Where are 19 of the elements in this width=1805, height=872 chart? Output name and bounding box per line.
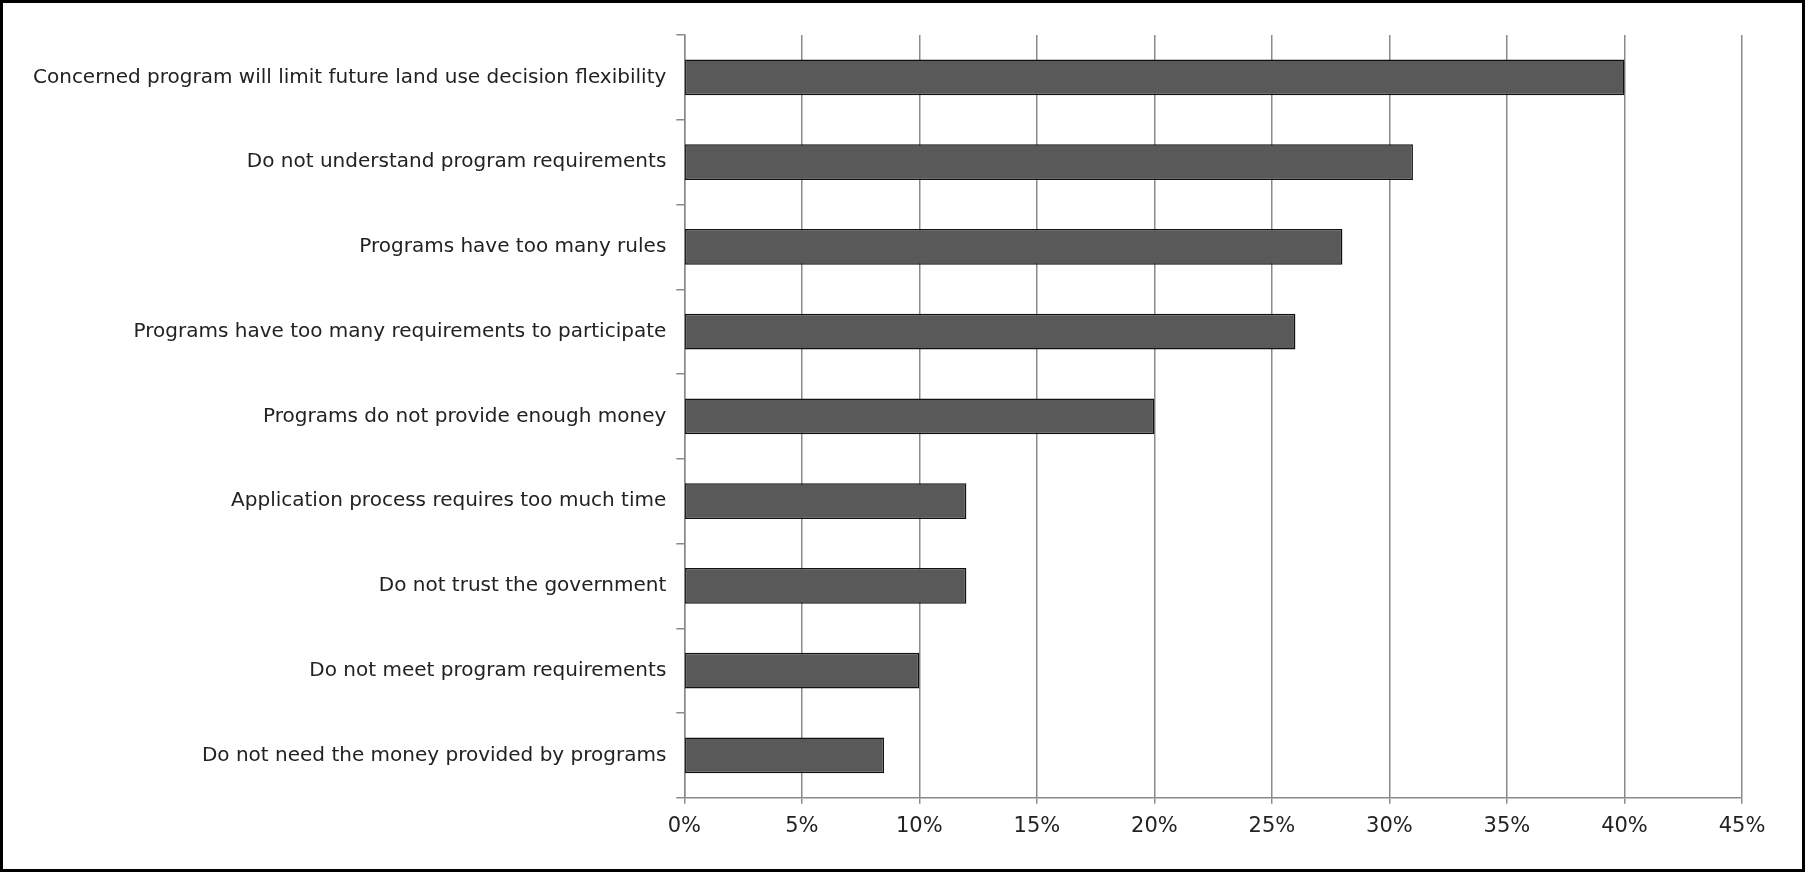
y-tick-label: Programs do not provide enough money: [263, 402, 667, 427]
y-tick-label: Do not understand program requirements: [246, 148, 667, 173]
x-tick-label: 40%: [1601, 812, 1648, 837]
y-tick-label: Do not meet program requirements: [309, 656, 667, 681]
x-tick-label: 20%: [1131, 812, 1178, 837]
x-tick-label: 10%: [896, 812, 943, 837]
x-tick-label: 35%: [1483, 812, 1531, 837]
y-tick-label: Do not trust the government: [378, 572, 667, 597]
x-tick-label: 25%: [1248, 812, 1296, 837]
x-tick-label: 45%: [1718, 812, 1766, 837]
x-tick-label: 30%: [1366, 812, 1413, 837]
y-tick-label: Programs have too many rules: [359, 233, 667, 258]
y-tick-label: Do not need the money provided by programs: [201, 741, 667, 766]
x-tick-label: 15%: [1013, 812, 1061, 837]
y-tick-label: Concerned program will limit future land use decision flexibility: [33, 63, 667, 88]
y-tick-label: Programs have too many requirements to participate: [133, 317, 667, 342]
y-tick-label: Application process requires too much time: [231, 487, 667, 512]
x-tick-label: 0%: [667, 812, 701, 837]
x-tick-label: 5%: [785, 812, 819, 837]
